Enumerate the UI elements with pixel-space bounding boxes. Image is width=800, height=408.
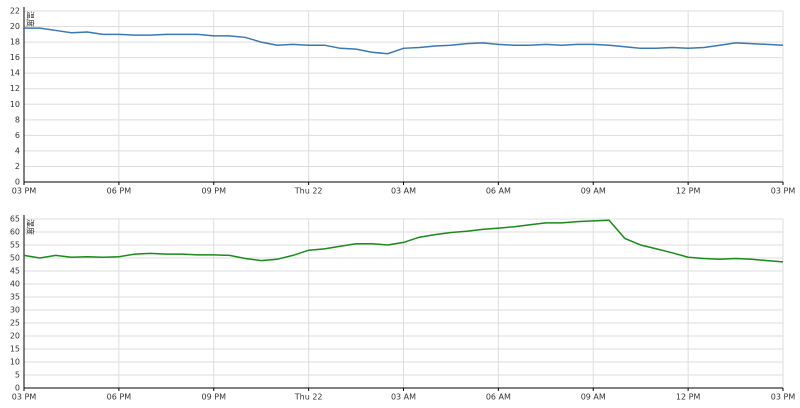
y-tick-label: 18 [10, 38, 20, 47]
y-tick-label: 15 [10, 345, 20, 354]
y-tick-label: 22 [10, 7, 20, 16]
x-tick-label: 12 PM [676, 187, 701, 196]
y-tick-label: 30 [10, 306, 20, 315]
x-tick-label: 06 PM [107, 393, 132, 402]
x-tick-label: 03 AM [391, 393, 416, 402]
y-tick-label: 12 [10, 84, 20, 93]
y-tick-label: 10 [10, 100, 20, 109]
y-tick-label: 2 [15, 162, 20, 171]
y-tick-label: 40 [10, 280, 20, 289]
y-tick-label: 20 [10, 22, 20, 31]
y-tick-label: 8 [15, 115, 20, 124]
y-tick-label: 20 [10, 332, 20, 341]
y-tick-label: 45 [10, 267, 20, 276]
y-tick-label: 10 [10, 358, 20, 367]
y-tick-label: 65 [10, 215, 20, 224]
y-tick-label: 50 [10, 254, 20, 263]
x-tick-label: 03 PM [12, 393, 37, 402]
x-tick-label: 09 AM [581, 187, 606, 196]
x-tick-label: 06 AM [486, 393, 511, 402]
y-tick-label: 60 [10, 228, 20, 237]
x-tick-label: 03 PM [771, 393, 796, 402]
y-tick-label: 0 [15, 384, 20, 393]
y-tick-label: 55 [10, 241, 20, 250]
x-tick-label: 03 AM [391, 187, 416, 196]
y-axis-label: 温度 [26, 11, 36, 27]
x-tick-label: 09 PM [202, 393, 227, 402]
y-tick-label: 25 [10, 319, 20, 328]
y-tick-label: 4 [15, 146, 20, 155]
x-tick-label: 09 AM [581, 393, 606, 402]
x-tick-label: 03 PM [771, 187, 796, 196]
x-tick-label: 09 PM [202, 187, 227, 196]
y-tick-label: 16 [10, 53, 20, 62]
y-axis-label: 湿度 [26, 219, 36, 235]
data-line [23, 219, 784, 263]
y-tick-label: 6 [15, 131, 20, 140]
x-tick-label: 06 PM [107, 187, 132, 196]
y-tick-label: 35 [10, 293, 20, 302]
data-line [24, 27, 784, 55]
y-tick-label: 0 [15, 178, 20, 187]
y-tick-label: 14 [10, 69, 20, 78]
x-tick-label: Thu 22 [294, 393, 323, 402]
y-tick-label: 5 [15, 371, 20, 380]
x-tick-label: Thu 22 [294, 187, 323, 196]
x-tick-label: 06 AM [486, 187, 511, 196]
x-tick-label: 12 PM [676, 393, 701, 402]
x-tick-label: 03 PM [12, 187, 37, 196]
